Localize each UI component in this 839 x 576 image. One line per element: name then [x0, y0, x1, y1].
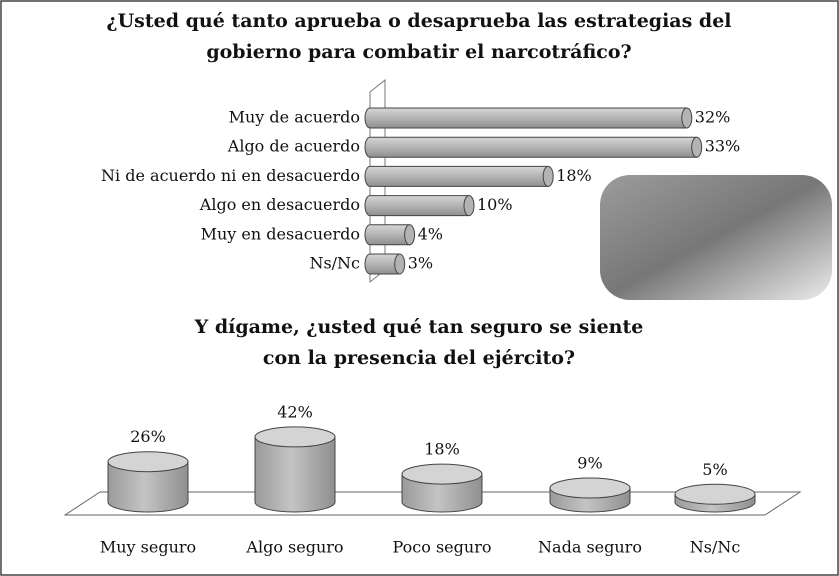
category-label: Ns/Nc — [690, 538, 741, 557]
category-label: Ni de acuerdo ni en desacuerdo — [101, 166, 360, 185]
value-label: 3% — [408, 254, 433, 273]
bar — [365, 254, 405, 274]
chart-page: ¿Usted qué tanto aprueba o desaprueba la… — [0, 0, 839, 576]
category-label: Muy seguro — [100, 538, 196, 557]
category-label: Algo seguro — [245, 538, 343, 557]
value-label: 5% — [702, 460, 727, 479]
category-label: Muy en desacuerdo — [201, 224, 360, 243]
value-label: 42% — [277, 402, 313, 421]
value-label: 33% — [705, 137, 741, 156]
bar — [108, 452, 188, 512]
bar — [675, 484, 755, 512]
bar — [365, 225, 415, 245]
category-label: Algo en desacuerdo — [199, 195, 360, 214]
value-label: 10% — [477, 195, 513, 214]
bar — [365, 137, 702, 157]
category-label: Algo de acuerdo — [227, 137, 360, 156]
chart-title: ¿Usted qué tanto aprueba o desaprueba la… — [106, 10, 731, 32]
value-label: 18% — [556, 166, 592, 185]
bar — [365, 108, 692, 128]
value-label: 4% — [418, 224, 443, 243]
value-label: 18% — [424, 440, 460, 459]
value-label: 32% — [695, 108, 731, 127]
bar — [365, 196, 474, 216]
chart-title: gobierno para combatir el narcotráfico? — [206, 41, 631, 63]
bar — [550, 478, 630, 512]
bar — [402, 464, 482, 512]
bar — [255, 427, 335, 512]
chart-title: con la presencia del ejército? — [263, 347, 575, 369]
chart-title: Y dígame, ¿usted qué tan seguro se sient… — [194, 316, 644, 338]
category-label: Poco seguro — [393, 538, 492, 557]
category-label: Nada seguro — [538, 538, 642, 557]
photo — [600, 175, 832, 300]
value-label: 26% — [130, 427, 166, 446]
value-label: 9% — [577, 454, 602, 473]
bar — [365, 166, 553, 186]
category-label: Muy de acuerdo — [229, 108, 360, 127]
category-label: Ns/Nc — [309, 254, 360, 273]
